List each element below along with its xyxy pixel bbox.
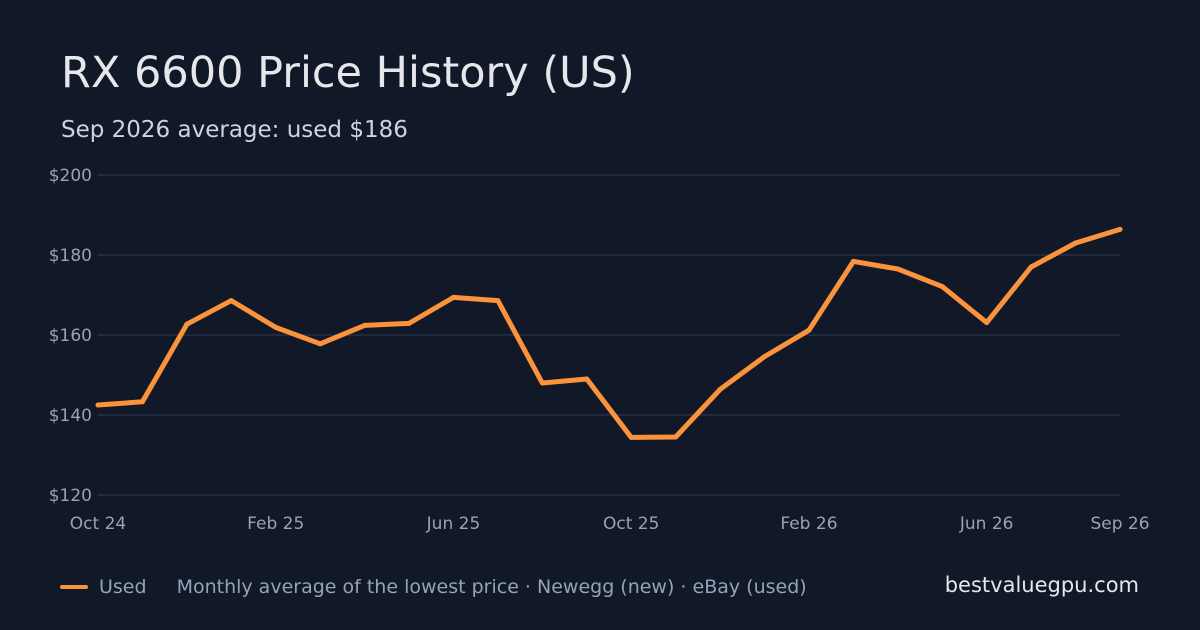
data-point	[228, 298, 234, 304]
y-axis-ticks: $120 $140 $160 $180 $200	[49, 166, 92, 506]
data-point	[717, 386, 723, 392]
y-tick-label: $180	[49, 246, 92, 266]
x-tick-label: Sep 26	[1090, 514, 1149, 534]
data-point	[673, 434, 679, 440]
data-point	[984, 320, 990, 326]
data-point	[628, 434, 634, 440]
y-tick-label: $160	[49, 326, 92, 346]
source-note: Monthly average of the lowest price · Ne…	[176, 576, 807, 598]
data-point	[184, 321, 190, 327]
chart-subtitle: Sep 2026 average: used $186	[61, 117, 408, 143]
data-point	[317, 341, 323, 347]
grid-lines	[98, 174, 1120, 496]
data-point	[450, 294, 456, 300]
x-tick-label: Feb 26	[780, 514, 837, 534]
legend-label-used: Used	[99, 576, 147, 598]
data-point	[762, 354, 768, 360]
data-point	[362, 322, 368, 328]
x-tick-label: Oct 25	[603, 514, 659, 534]
brand-url: bestvaluegpu.com	[944, 573, 1139, 597]
data-point	[939, 284, 945, 290]
data-point	[806, 327, 812, 333]
data-point	[139, 399, 145, 405]
data-point	[1117, 226, 1123, 232]
x-tick-label: Jun 26	[959, 514, 1014, 534]
series-line-used	[95, 226, 1123, 440]
data-point	[406, 320, 412, 326]
data-point	[895, 266, 901, 272]
x-tick-label: Jun 25	[426, 514, 481, 534]
data-point	[850, 258, 856, 264]
data-point	[539, 380, 545, 386]
data-point	[273, 324, 279, 330]
y-tick-label: $140	[49, 406, 92, 426]
chart-title: RX 6600 Price History (US)	[61, 48, 635, 98]
legend: Used Monthly average of the lowest price…	[60, 575, 807, 599]
legend-swatch-used	[60, 585, 88, 589]
series-group	[95, 226, 1123, 440]
x-axis-ticks: Oct 24 Feb 25 Jun 25 Oct 25 Feb 26 Jun 26 Sep …	[70, 514, 1150, 534]
data-point	[1028, 264, 1034, 270]
x-tick-label: Feb 25	[247, 514, 304, 534]
y-tick-label: $120	[49, 486, 92, 506]
data-point	[584, 376, 590, 382]
data-point	[1073, 240, 1079, 246]
data-point	[495, 298, 501, 304]
data-point	[95, 402, 101, 408]
y-tick-label: $200	[49, 166, 92, 186]
x-tick-label: Oct 24	[70, 514, 126, 534]
